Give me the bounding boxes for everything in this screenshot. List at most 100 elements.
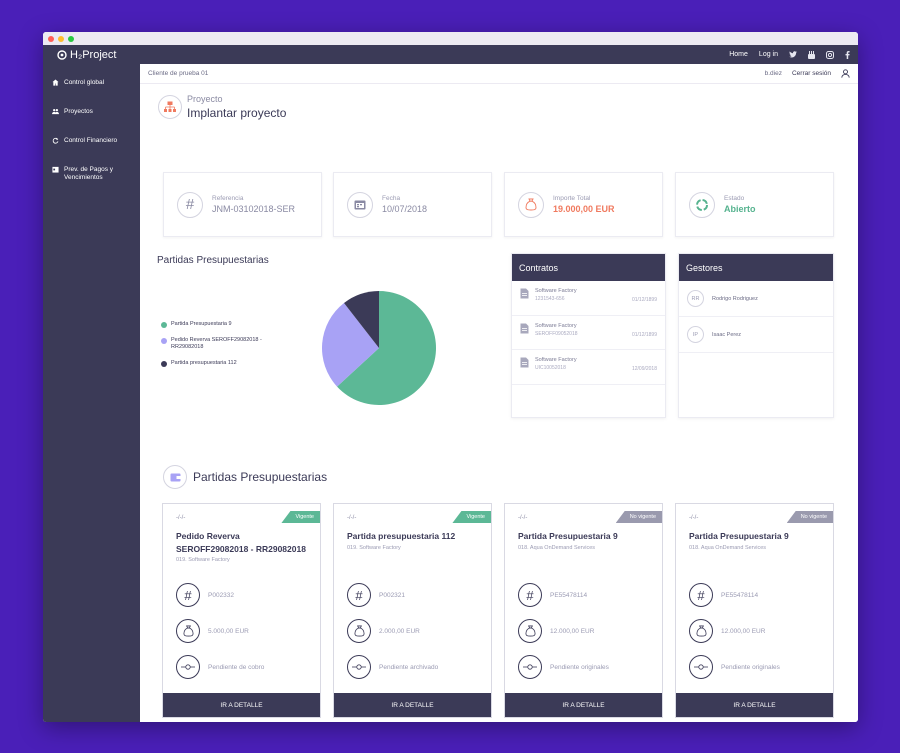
home-icon bbox=[52, 79, 59, 86]
contract-row[interactable]: Software Factory SEROFF09052018 01/12/189… bbox=[512, 316, 665, 350]
logout-link[interactable]: Cerrar sesión bbox=[791, 70, 831, 77]
card-state-line: Pendiente de cobro bbox=[176, 655, 264, 679]
nav-home-link[interactable]: Home bbox=[729, 51, 748, 58]
legend-item: Partida Presupuestaria 9 bbox=[161, 321, 271, 328]
youtube-icon[interactable] bbox=[808, 50, 815, 59]
top-navbar: H₂Project Home Log in bbox=[43, 45, 858, 64]
close-window-button[interactable] bbox=[48, 35, 54, 42]
card-subtitle: 019. Software Factory bbox=[176, 557, 230, 563]
instagram-icon[interactable] bbox=[826, 50, 834, 59]
project-header: Proyecto Implantar proyecto bbox=[158, 94, 286, 120]
card-amount-line: 2.000,00 EUR bbox=[347, 619, 420, 643]
sub-header: Cliente de prueba 01 b.diez Cerrar sesió… bbox=[140, 64, 858, 84]
username: b.diez bbox=[764, 70, 782, 77]
money-bag-icon bbox=[347, 619, 371, 643]
project-title: Implantar proyecto bbox=[187, 106, 287, 120]
maximize-window-button[interactable] bbox=[68, 35, 74, 42]
partida-card: -/-/- No vigente Partida Presupuestaria … bbox=[675, 503, 834, 718]
contract-title: Software Factory bbox=[535, 357, 577, 363]
project-icon bbox=[158, 95, 182, 119]
status-badge: Vigente bbox=[452, 511, 491, 523]
contract-row[interactable]: Software Factory UIC10052018 12/09/2018 bbox=[512, 350, 665, 385]
card-subtitle: 019. Software Factory bbox=[347, 545, 401, 551]
kpi-value: 19.000,00 EUR bbox=[553, 204, 615, 214]
pie-chart bbox=[322, 291, 436, 405]
kpi-estado: Estado Abierto bbox=[675, 172, 834, 237]
app-window: H₂Project Home Log in Control global Pro… bbox=[43, 32, 858, 722]
calendar-icon bbox=[347, 191, 373, 218]
avatar: IP bbox=[687, 326, 704, 343]
contract-date: 01/12/1899 bbox=[631, 297, 657, 303]
document-icon bbox=[520, 357, 529, 368]
nav-login-link[interactable]: Log in bbox=[758, 51, 778, 58]
money-bag-icon bbox=[176, 619, 200, 643]
ir-a-detalle-button[interactable]: IR A DETALLE bbox=[505, 693, 662, 717]
card-amount-line: 12.000,00 EUR bbox=[518, 619, 594, 643]
contract-row[interactable]: Software Factory 1231543-656 01/12/1899 bbox=[512, 281, 665, 316]
kpi-value: Abierto bbox=[724, 204, 756, 214]
client-name: Cliente de prueba 01 bbox=[148, 70, 209, 77]
brand-name: H₂Project bbox=[70, 48, 117, 61]
sidebar-item-prev-pagos[interactable]: Prev. de Pagos y Vencimientos bbox=[43, 159, 140, 188]
contract-date: 01/12/1899 bbox=[631, 331, 657, 338]
contract-title: Software Factory bbox=[535, 322, 577, 329]
hash-icon: # bbox=[176, 583, 200, 607]
pie-slice[interactable] bbox=[344, 291, 379, 348]
sidebar-item-proyectos[interactable]: Proyectos bbox=[43, 101, 140, 130]
partida-card: -/-/- Vigente Pedido Reverva SEROFF29082… bbox=[162, 503, 321, 718]
chart-title: Partidas Presupuestarias bbox=[157, 255, 269, 266]
gestores-panel: Gestores RR Rodrigo Rodriguez IP Isaac Pe… bbox=[678, 253, 834, 418]
card-subtitle: 018. Aqua OnDemand Services bbox=[689, 545, 767, 551]
partidas-section-title: Partidas Presupuestarias bbox=[193, 470, 328, 484]
sidebar-item-control-global[interactable]: Control global bbox=[43, 72, 140, 101]
card-ref: P002332 bbox=[208, 591, 235, 599]
minimize-window-button[interactable] bbox=[58, 35, 64, 42]
gestor-name: Isaac Perez bbox=[712, 331, 742, 338]
kpi-fecha: Fecha 10/07/2018 bbox=[333, 172, 492, 237]
sidebar-item-control-financiero[interactable]: Control Financiero bbox=[43, 130, 140, 159]
card-state: Pendiente de cobro bbox=[208, 663, 265, 671]
kpi-importe-total: Importe Total 19.000,00 EUR bbox=[504, 172, 663, 237]
project-label: Proyecto bbox=[187, 94, 223, 104]
card-ref: PE55478114 bbox=[721, 591, 759, 599]
avatar: RR bbox=[687, 290, 704, 307]
gestor-row[interactable]: IP Isaac Perez bbox=[679, 317, 833, 353]
card-amount: 12.000,00 EUR bbox=[550, 627, 595, 635]
contract-code: 1231543-656 bbox=[535, 296, 565, 302]
card-ref-line: # PE55478114 bbox=[518, 583, 587, 607]
status-badge: Vigente bbox=[281, 511, 320, 523]
facebook-icon[interactable] bbox=[845, 50, 850, 59]
refresh-icon bbox=[52, 137, 59, 144]
status-badge: No vigente bbox=[615, 511, 662, 523]
contract-date: 12/09/2018 bbox=[631, 366, 657, 372]
sidebar-item-label: Proyectos bbox=[64, 108, 93, 115]
twitter-icon[interactable] bbox=[789, 51, 797, 58]
ir-a-detalle-button[interactable]: IR A DETALLE bbox=[334, 693, 491, 717]
card-state-line: Pendiente originales bbox=[689, 655, 780, 679]
gestor-row[interactable]: RR Rodrigo Rodriguez bbox=[679, 281, 833, 317]
card-title: Partida Presupuestaria 9 bbox=[689, 531, 789, 541]
pie-slice[interactable] bbox=[337, 291, 436, 405]
status-ring-icon bbox=[689, 191, 715, 218]
card-date: -/-/- bbox=[347, 515, 357, 521]
card-ref: P002321 bbox=[379, 591, 406, 599]
brand-logo[interactable]: H₂Project bbox=[57, 49, 116, 61]
ir-a-detalle-button[interactable]: IR A DETALLE bbox=[163, 693, 320, 717]
kpi-referencia: # Referencia JNM-03102018-SER bbox=[163, 172, 322, 237]
document-icon bbox=[520, 288, 529, 299]
partida-card: -/-/- Vigente Partida presupuestaria 112… bbox=[333, 503, 492, 718]
calendar-icon bbox=[52, 166, 59, 173]
card-subtitle: 018. Aqua OnDemand Services bbox=[518, 545, 596, 551]
kpi-value: 10/07/2018 bbox=[382, 204, 428, 214]
contract-code: UIC10052018 bbox=[535, 365, 566, 371]
window-titlebar bbox=[43, 32, 858, 45]
card-amount: 2.000,00 EUR bbox=[379, 627, 420, 635]
sidebar-item-label: Control global bbox=[64, 79, 105, 86]
card-date: -/-/- bbox=[689, 515, 699, 521]
user-icon[interactable] bbox=[841, 69, 850, 78]
users-icon bbox=[52, 108, 59, 115]
ir-a-detalle-button[interactable]: IR A DETALLE bbox=[676, 693, 833, 717]
partidas-section-header: Partidas Presupuestarias bbox=[163, 465, 327, 489]
pie-slice[interactable] bbox=[322, 303, 379, 387]
contract-title: Software Factory bbox=[535, 288, 577, 294]
